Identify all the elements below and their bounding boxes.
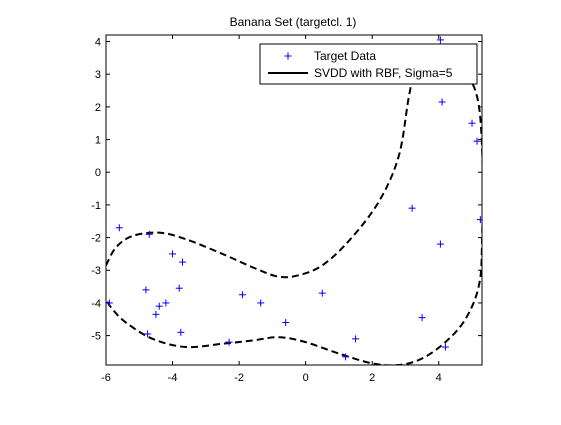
y-tick-label: -5 [91,331,101,343]
y-tick-label: 2 [95,102,101,114]
target-data-point [318,289,326,297]
y-tick-label: 0 [95,167,101,179]
target-data-point [441,343,449,351]
target-data-point [144,330,152,338]
target-data-point [438,98,446,106]
target-data-point [162,299,170,307]
target-data-point [408,204,416,212]
x-tick-label: -4 [168,372,178,384]
target-data-point [115,224,123,232]
target-data-point [476,216,482,224]
plot-area [106,36,482,365]
x-axis: -6 -4 -2 0 2 4 [101,35,442,384]
target-data-point [142,286,150,294]
y-axis: 4 3 2 1 0 -1 -2 -3 -4 -5 [91,37,482,343]
target-data-point [177,328,185,336]
target-data-point [468,119,476,127]
plot-inner [106,36,482,365]
target-data-point [169,250,177,258]
target-data-point [145,230,153,238]
legend-label: Target Data [314,49,376,63]
target-data-point [473,137,481,145]
x-tick-label: -2 [234,372,244,384]
legend-box [259,43,478,85]
y-tick-label: 3 [95,69,101,81]
target-data-point [238,291,246,299]
legend: Target Data SVDD with RBF, Sigma=5 [259,43,478,85]
x-tick-label: 4 [436,372,442,384]
chart-title: Banana Set (targetcl. 1) [230,15,357,29]
target-data-point [436,240,444,248]
x-tick-label: 2 [369,372,375,384]
y-tick-label: -4 [91,298,101,310]
target-data-point [106,299,113,307]
y-tick-label: 4 [95,37,101,49]
target-data-point [175,284,183,292]
target-data-point [352,335,360,343]
y-tick-label: -3 [91,265,101,277]
y-tick-label: -1 [91,200,101,212]
target-data-point [418,314,426,322]
target-data-point [436,36,444,44]
x-tick-label: -6 [101,372,111,384]
target-data-point [257,299,265,307]
target-data-point [282,319,290,327]
svdd-boundary-line [106,55,482,365]
target-data-point [179,258,187,266]
legend-label: SVDD with RBF, Sigma=5 [314,66,453,80]
x-tick-label: 0 [303,372,309,384]
target-data-point [342,353,350,361]
target-data-point [155,302,163,310]
target-data-point [152,310,160,318]
y-tick-label: 1 [95,135,101,147]
y-tick-label: -2 [91,233,101,245]
target-data-point [225,338,233,346]
